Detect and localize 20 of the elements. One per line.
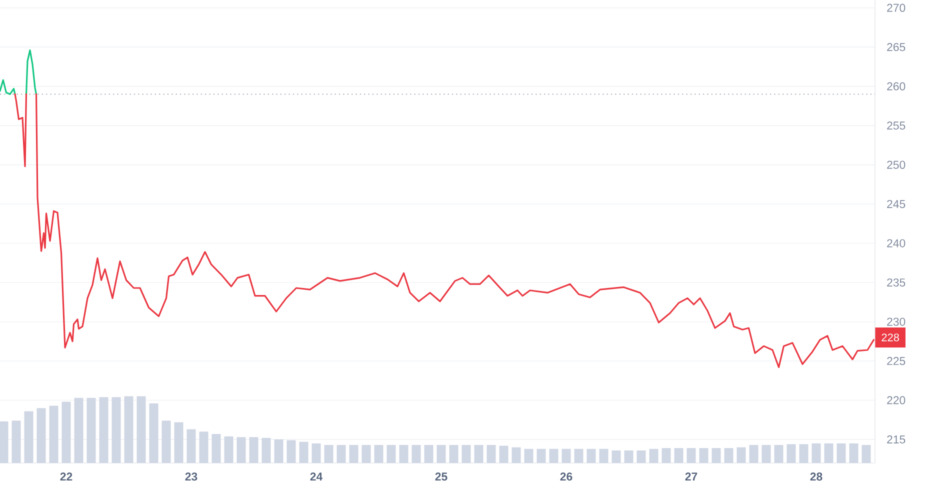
- y-tick-label: 215: [887, 435, 906, 444]
- y-tick-label: 255: [887, 122, 906, 130]
- x-tick-label: 26: [560, 472, 572, 481]
- y-tick-label: 270: [887, 4, 906, 12]
- y-tick-label: 220: [887, 396, 906, 404]
- x-tick-label: 25: [435, 472, 448, 481]
- y-tick-label: 245: [887, 200, 906, 208]
- y-tick-label: 250: [887, 160, 906, 169]
- y-tick-label: 235: [887, 278, 906, 287]
- y-tick-label: 240: [887, 239, 906, 248]
- y-tick-label: 260: [887, 82, 906, 90]
- y-tick-label: 230: [887, 318, 906, 326]
- x-tick-label: 23: [185, 472, 198, 481]
- x-tick-label: 27: [685, 472, 698, 481]
- x-tick-label: 22: [60, 472, 72, 481]
- y-tick-label: 225: [887, 356, 906, 366]
- annotation: 228: [882, 334, 900, 342]
- x-tick-label: 24: [310, 472, 323, 481]
- x-tick-label: 28: [810, 472, 822, 481]
- y-tick-label: 265: [887, 43, 906, 52]
